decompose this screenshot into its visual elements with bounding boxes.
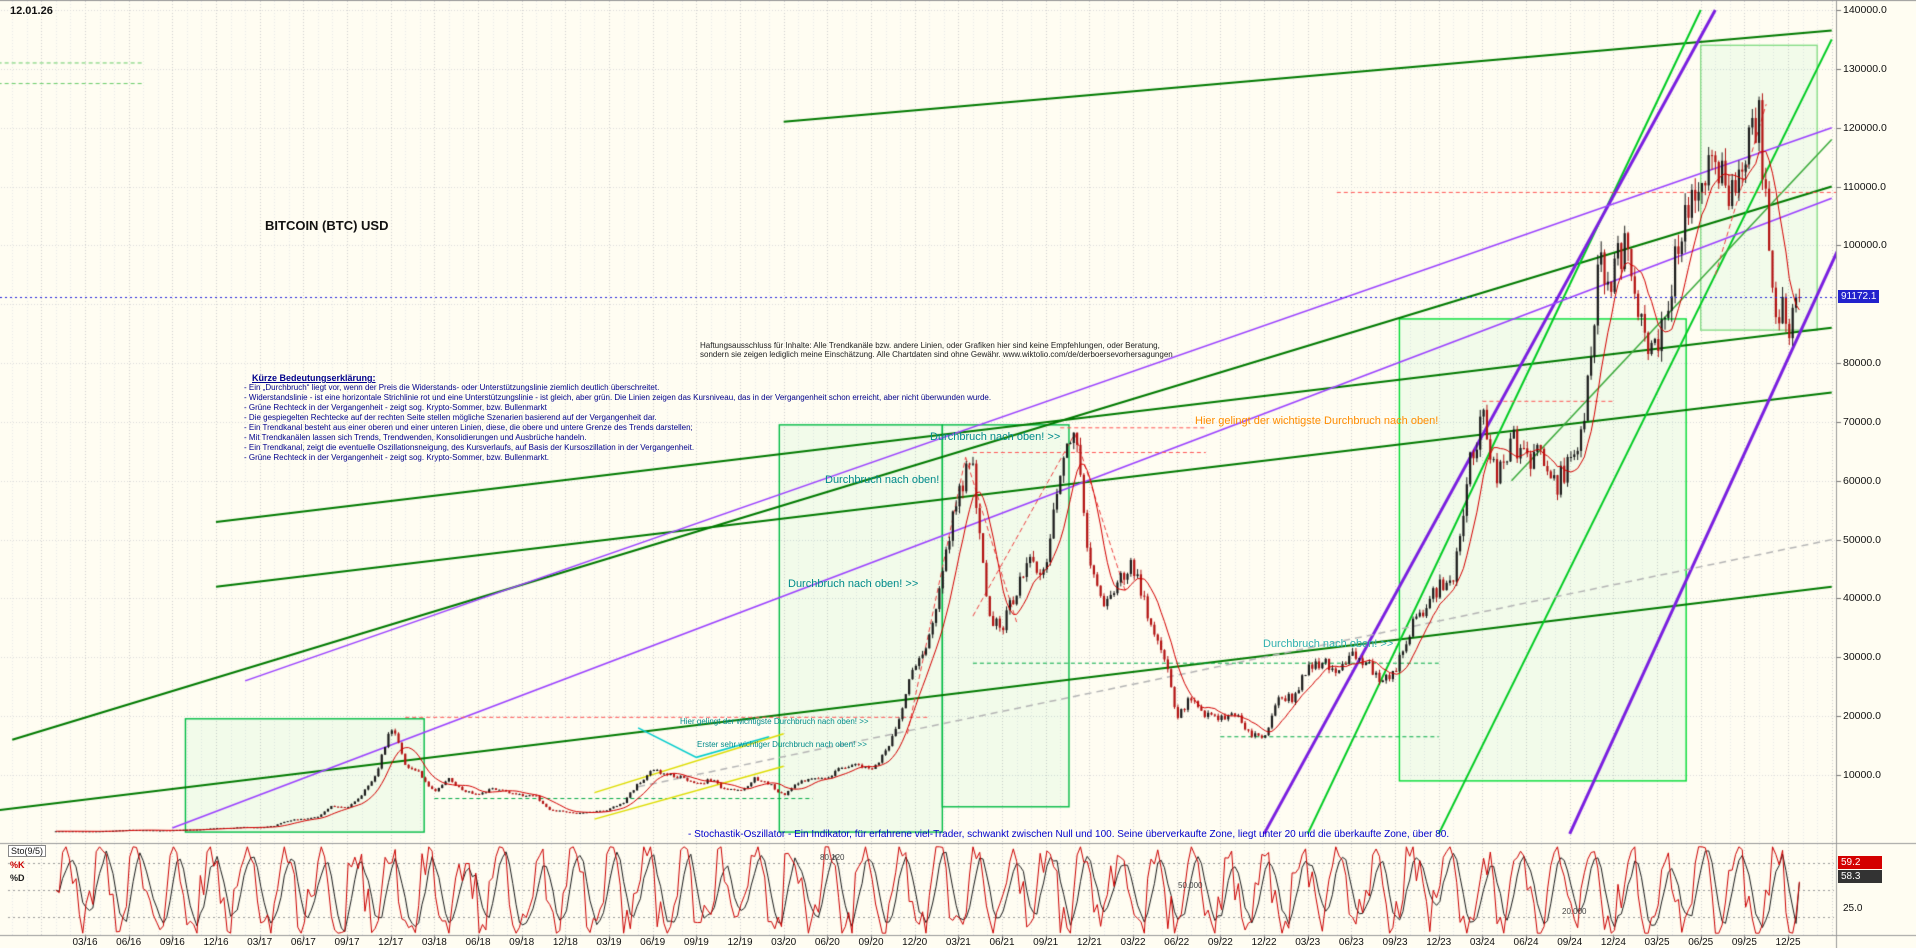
legend-line: - Ein Trendkanal, zeigt die eventuelle O… (244, 443, 695, 452)
time-axis-label: 06/25 (1688, 937, 1714, 948)
stochastic-d-value-badge: 58.3 (1838, 870, 1882, 883)
price-axis-label: 100000.0 (1843, 239, 1887, 252)
breakout-annotation: Durchbruch nach oben! >> (930, 431, 1061, 443)
stochastic-level-80-label: 80.120 (820, 853, 845, 862)
breakout-annotation-small: Hier gelingt der wichtigste Durchbruch n… (680, 717, 869, 726)
disclaimer-line1: Haftungsausschluss für Inhalte: Alle Tre… (700, 341, 1160, 350)
time-axis-label: 12/23 (1426, 937, 1452, 948)
time-axis-label: 06/20 (814, 937, 840, 948)
time-axis-label: 09/16 (159, 937, 185, 948)
price-axis-label: 50000.0 (1843, 533, 1881, 546)
legend-line: - Grüne Rechteck in der Vergangenheit - … (244, 453, 550, 462)
stochastic-d-label: %D (10, 873, 25, 883)
time-axis-label: 12/25 (1775, 937, 1801, 948)
price-axis-label: 120000.0 (1843, 121, 1887, 134)
legend-line: - Widerstandslinie - ist eine horizontal… (244, 393, 992, 402)
price-axis-label: 40000.0 (1843, 592, 1881, 605)
time-axis-label: 09/25 (1731, 937, 1757, 948)
time-axis-label: 06/21 (989, 937, 1015, 948)
stochastic-k-label: %K (10, 860, 25, 870)
stochastic-k-value-badge: 59.2 (1838, 856, 1882, 869)
legend-title: Kürze Bedeutungserklärung: (252, 373, 376, 383)
time-axis-label: 03/20 (771, 937, 797, 948)
time-axis-label: 06/18 (465, 937, 491, 948)
time-axis-label: 12/16 (203, 937, 229, 948)
time-axis-label: 12/19 (727, 937, 753, 948)
legend-line: - Ein Trendkanal besteht aus einer obere… (244, 423, 693, 432)
time-axis-label: 12/21 (1076, 937, 1102, 948)
time-axis-label: 09/24 (1557, 937, 1583, 948)
time-axis-label: 03/25 (1644, 937, 1670, 948)
time-axis-label: 06/23 (1338, 937, 1364, 948)
time-axis-label: 03/21 (945, 937, 971, 948)
disclaimer-text: Haftungsausschluss für Inhalte: Alle Tre… (700, 341, 1173, 359)
time-axis-label: 06/16 (116, 937, 142, 948)
time-axis-label: 12/20 (902, 937, 928, 948)
price-axis-label: 10000.0 (1843, 769, 1881, 781)
breakout-annotation: Durchbruch nach oben! >> (1263, 638, 1394, 650)
current-price-badge: 91172.1 (1838, 290, 1880, 304)
price-axis-label: 20000.0 (1843, 710, 1881, 723)
time-axis-label: 03/22 (1120, 937, 1146, 948)
time-axis-label: 09/23 (1382, 937, 1408, 948)
breakout-annotation-small: Erster sehr wichtiger Durchbruch nach ob… (697, 740, 867, 749)
time-axis-label: 09/20 (858, 937, 884, 948)
time-axis-label: 12/22 (1251, 937, 1277, 948)
legend-line: - Grüne Rechteck in der Vergangenheit - … (244, 403, 547, 412)
time-axis-label: 09/18 (509, 937, 535, 948)
price-axis-label: 130000.0 (1843, 62, 1887, 75)
breakout-annotation: Durchbruch nach oben! (825, 474, 940, 486)
stochastic-level-20-label: 20.000 (1562, 907, 1587, 916)
legend-line: - Die gespiegelten Rechtecke auf der rec… (244, 413, 657, 422)
legend-line: - Mit Trendkanälen lassen sich Trends, T… (244, 433, 587, 442)
chart-date: 12.01.26 (10, 5, 53, 17)
price-axis-label: 110000.0 (1843, 180, 1887, 193)
stochastic-indicator-label[interactable]: Sto(9/5) (8, 845, 47, 857)
time-axis-label: 12/17 (378, 937, 404, 948)
time-axis-label: 09/22 (1207, 937, 1233, 948)
price-axis-label: 70000.0 (1843, 415, 1881, 428)
legend-line: - Ein „Durchbruch“ liegt vor, wenn der P… (244, 383, 660, 392)
time-axis-label: 09/21 (1033, 937, 1059, 948)
time-axis-label: 06/22 (1164, 937, 1190, 948)
time-axis-label: 06/24 (1513, 937, 1539, 948)
time-axis-label: 09/19 (683, 937, 709, 948)
time-axis-label: 03/19 (596, 937, 622, 948)
major-breakout-annotation: Hier gelingt der wichtigste Durchbruch n… (1195, 415, 1439, 427)
time-axis-label: 03/18 (421, 937, 447, 948)
legend-block: Kürze Bedeutungserklärung: - Ein „Durchb… (244, 373, 991, 463)
price-axis-label: 80000.0 (1843, 357, 1881, 370)
time-axis-label: 03/16 (72, 937, 98, 948)
price-axis-label: 60000.0 (1843, 474, 1881, 487)
time-axis-label: 06/19 (640, 937, 666, 948)
time-axis-label: 03/17 (247, 937, 273, 948)
stochastic-level-50-label: 50.000 (1178, 881, 1203, 890)
time-axis-label: 06/17 (290, 937, 316, 948)
time-axis-label: 03/23 (1295, 937, 1321, 948)
time-axis-label: 03/24 (1469, 937, 1495, 948)
price-axis-label: 30000.0 (1843, 651, 1881, 664)
time-axis-label: 12/18 (552, 937, 578, 948)
price-axis-label: 140000.0 (1843, 4, 1887, 16)
chart-title: BITCOIN (BTC) USD (265, 218, 389, 233)
time-axis-label: 12/24 (1600, 937, 1626, 948)
disclaimer-line2: sondern sie zeigen lediglich meine Einsc… (700, 350, 1173, 359)
time-axis-label: 09/17 (334, 937, 360, 948)
stochastic-description: - Stochastik-Oszillator - Ein Indikator,… (688, 829, 1450, 840)
breakout-annotation: Durchbruch nach oben! >> (788, 578, 919, 590)
stochastic-axis-value: 25.0 (1843, 903, 1863, 914)
